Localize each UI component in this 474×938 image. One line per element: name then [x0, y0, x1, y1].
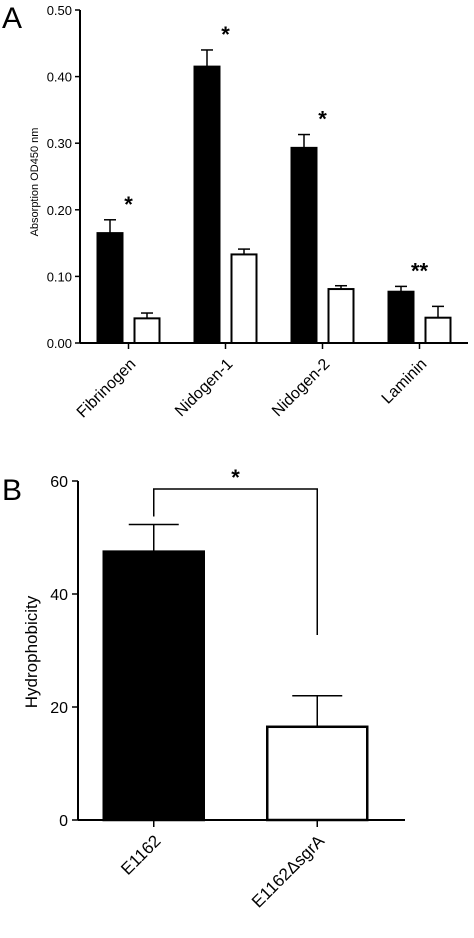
bar	[96, 232, 124, 344]
significance-marker: **	[411, 258, 429, 283]
significance-marker: *	[318, 107, 327, 132]
significance-marker: *	[231, 465, 240, 490]
panel-a-chart: 0.00 0.10 0.20 0.30 0.40 0.50 Fibrinogen * Nidog…	[47, 3, 468, 421]
x-tick-label: Fibrinogen	[74, 356, 139, 421]
panel-a-label: A	[2, 2, 22, 35]
significance-bracket	[153, 488, 318, 635]
bar	[387, 290, 415, 344]
significance-marker: *	[221, 22, 230, 47]
significance-marker: *	[124, 192, 133, 217]
y-tick-label: 0.20	[47, 203, 72, 218]
bar	[266, 725, 369, 822]
x-tick-label: Nidogen-1	[172, 356, 236, 420]
bar	[133, 317, 161, 345]
y-tick-label: 60	[50, 474, 68, 491]
bar	[327, 288, 355, 344]
y-tick-label: 0.50	[47, 3, 72, 18]
x-tick-label: E1162	[117, 831, 164, 878]
panel-a-y-axis-label: Absorption OD450 nm	[29, 128, 41, 237]
bar	[290, 146, 318, 344]
panel-b-chart: 0 20 40 60 E1162 E1162ΔsgrA *	[50, 465, 405, 911]
y-tick-label: 20	[50, 700, 68, 717]
y-tick-label: 40	[50, 587, 68, 604]
x-tick-label: E1162ΔsgrA	[248, 831, 329, 912]
y-tick-label: 0.00	[47, 336, 72, 351]
y-tick-label: 0.40	[47, 70, 72, 85]
x-tick-label: Nidogen-2	[269, 356, 333, 420]
y-tick-label: 0.10	[47, 269, 72, 284]
panel-b-label: B	[2, 474, 22, 507]
bar	[102, 550, 205, 822]
y-tick-label: 0.30	[47, 136, 72, 151]
panel-b-y-axis-label: Hydrophobicity	[22, 595, 41, 708]
x-tick-label: Laminin	[379, 356, 431, 408]
bar	[230, 253, 258, 344]
y-tick-label: 0	[59, 813, 68, 830]
bar	[193, 65, 221, 345]
bar	[424, 316, 452, 344]
